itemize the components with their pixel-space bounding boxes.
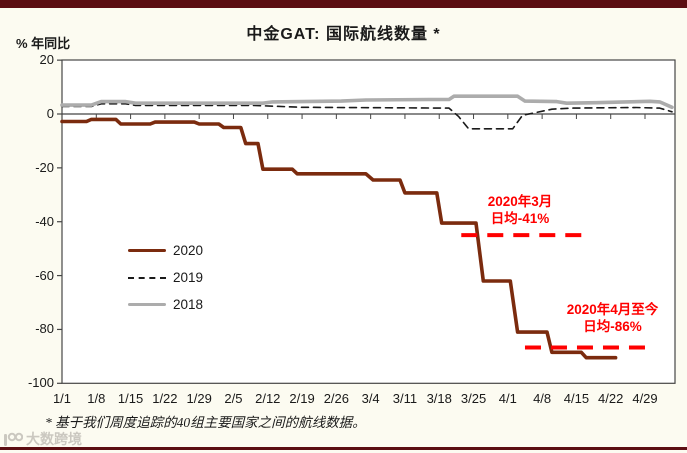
- x-tick-label: 3/25: [460, 391, 487, 406]
- x-tick-label: 1/22: [152, 391, 178, 406]
- annotation-april-line1: 2020年4月至今: [566, 302, 659, 317]
- series-line-2019: [61, 103, 673, 130]
- y-tick-label: -60: [35, 267, 54, 283]
- legend-label-2020: 2020: [173, 243, 204, 258]
- chart-title: 中金GAT: 国际航线数量 *: [246, 26, 441, 43]
- x-tick-label: 2/5: [224, 391, 243, 406]
- legend-swatch-2018: [128, 302, 166, 307]
- legend-item-2018: 2018: [128, 291, 258, 318]
- watermark-logo-icon: [4, 432, 23, 446]
- legend-label-2018: 2018: [173, 297, 204, 312]
- chart-legend: 2020 2019 2018: [128, 237, 258, 318]
- watermark-text: 大数跨境: [26, 431, 82, 447]
- x-tick-label: 2/19: [289, 391, 315, 406]
- legend-item-2020: 2020: [128, 237, 258, 264]
- x-tick-label: 4/8: [533, 391, 552, 406]
- bottom-accent-rule: [0, 447, 687, 450]
- series-line-2018: [60, 94, 674, 110]
- x-tick-label: 4/1: [498, 391, 517, 406]
- y-tick-label: 0: [46, 106, 54, 121]
- y-tick-label: 20: [39, 52, 54, 68]
- x-tick-label: 3/4: [361, 391, 380, 406]
- annotation-march-line2: 日均-41%: [490, 211, 550, 226]
- legend-item-2019: 2019: [128, 264, 258, 291]
- annotation-april-avg: 2020年4月至今 日均-86%: [540, 301, 685, 335]
- y-tick-label: -80: [35, 321, 54, 337]
- x-tick-label: 1/29: [186, 391, 212, 406]
- legend-swatch-2020: [128, 248, 166, 253]
- x-tick-label: 3/11: [392, 391, 418, 406]
- x-tick-label: 1/15: [117, 391, 144, 406]
- x-tick-label: 2/26: [323, 391, 349, 406]
- legend-swatch-2019: [128, 276, 166, 279]
- x-tick-label: 4/15: [563, 391, 590, 406]
- x-tick-label: 3/18: [426, 391, 452, 406]
- y-tick-label: -100: [27, 375, 54, 391]
- x-tick-label: 1/1: [52, 391, 72, 406]
- x-tick-label: 1/8: [87, 391, 106, 406]
- x-tick-label: 4/22: [598, 391, 624, 406]
- y-tick-label: -40: [35, 213, 54, 229]
- y-tick-label: -20: [35, 159, 54, 175]
- annotation-march-avg: 2020年3月 日均-41%: [450, 193, 590, 227]
- annotation-march-line1: 2020年3月: [487, 194, 553, 209]
- chart-footnote: * 基于我们周度追踪的40组主要国家之间的航线数据。: [45, 415, 366, 430]
- series-line-2020: [60, 117, 618, 360]
- y-axis-label: % 年同比: [16, 36, 71, 51]
- top-accent-bar: [0, 0, 687, 8]
- watermark: 大数跨境: [3, 429, 82, 449]
- annotation-april-line2: 日均-86%: [583, 319, 642, 334]
- x-tick-label: 2/12: [255, 391, 281, 406]
- x-tick-label: 4/29: [632, 391, 658, 406]
- legend-label-2019: 2019: [173, 270, 204, 285]
